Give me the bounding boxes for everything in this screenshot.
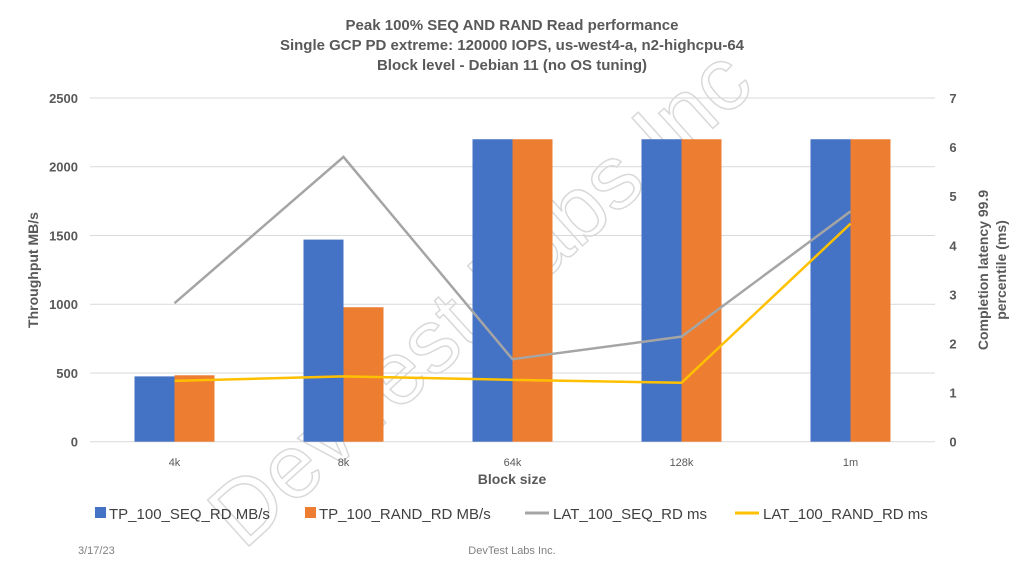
legend-label: LAT_100_SEQ_RD ms (553, 506, 707, 523)
x-tick-label: 128k (670, 457, 694, 469)
y2-tick-label: 6 (949, 140, 956, 155)
bar-tp-100-rand-rd (175, 375, 215, 441)
legend-swatch (95, 507, 106, 518)
bar-tp-100-rand-rd (513, 139, 553, 441)
y2-tick-label: 3 (949, 287, 956, 302)
y2-axis-label-line-1: Completion latency 99.9 (975, 190, 991, 350)
legend-label: TP_100_RAND_RD MB/s (319, 506, 491, 523)
bars (135, 139, 891, 441)
y2-tick-label: 4 (949, 238, 957, 253)
chart-title-line-2: Single GCP PD extreme: 120000 IOPS, us-w… (280, 37, 745, 54)
y2-tick-label: 1 (949, 386, 956, 401)
y-axis-label: Throughput MB/s (25, 212, 41, 328)
bar-tp-100-seq-rd (473, 139, 513, 441)
legend: TP_100_SEQ_RD MB/s TP_100_RAND_RD MB/s LAT… (95, 506, 928, 523)
bar-tp-100-rand-rd (851, 139, 891, 441)
legend-swatch (305, 507, 316, 518)
bar-tp-100-seq-rd (135, 376, 175, 441)
x-tick-label: 8k (338, 457, 350, 469)
y2-axis-label-line-2: percentile (ms) (993, 220, 1009, 320)
y2-tick-label: 5 (949, 189, 956, 204)
bar-tp-100-seq-rd (642, 139, 682, 441)
y2-tick-label: 7 (949, 91, 956, 106)
footer-company: DevTest Labs Inc. (468, 545, 555, 557)
y-tick-label: 1000 (49, 297, 78, 312)
y2-tick-label: 0 (949, 435, 956, 450)
y-tick-label: 0 (71, 435, 78, 450)
bar-tp-100-seq-rd (811, 139, 851, 441)
footer-date: 3/17/23 (78, 545, 115, 557)
bar-tp-100-seq-rd (304, 240, 344, 442)
chart-title-line-1: Peak 100% SEQ AND RAND Read performance (346, 17, 679, 34)
chart-title-line-3: Block level - Debian 11 (no OS tuning) (377, 57, 647, 74)
x-tick-label: 1m (843, 457, 858, 469)
y-tick-label: 2500 (49, 91, 78, 106)
y-tick-label: 1500 (49, 228, 78, 243)
y2-tick-label: 2 (949, 337, 956, 352)
x-tick-label: 64k (504, 457, 522, 469)
legend-label: LAT_100_RAND_RD ms (763, 506, 928, 523)
x-tick-label: 4k (169, 457, 181, 469)
bar-tp-100-rand-rd (344, 307, 384, 441)
y-tick-label: 500 (56, 366, 78, 381)
y-tick-label: 2000 (49, 160, 78, 175)
bar-tp-100-rand-rd (682, 139, 722, 441)
x-axis-label: Block size (478, 471, 547, 487)
legend-label: TP_100_SEQ_RD MB/s (109, 506, 270, 523)
